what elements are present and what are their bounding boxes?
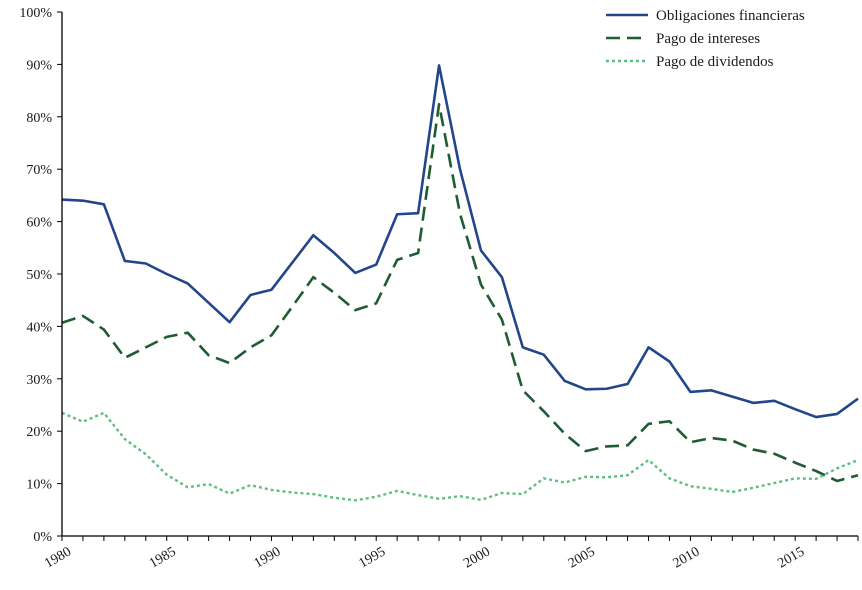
legend-label-3: Pago de dividendos xyxy=(656,54,774,70)
x-tick-label: 1980 xyxy=(42,544,74,571)
x-tick-label: 1985 xyxy=(147,544,179,571)
y-tick-label: 0% xyxy=(33,530,52,545)
series-line-2 xyxy=(61,102,859,483)
series-line-3 xyxy=(61,411,859,502)
legend-label-2: Pago de intereses xyxy=(656,31,760,47)
legend-label-1: Obligaciones financieras xyxy=(656,8,805,24)
y-tick-label: 70% xyxy=(26,163,52,178)
y-tick-label: 50% xyxy=(26,268,52,283)
x-tick-label: 1995 xyxy=(356,544,388,571)
y-axis-ticks: 0% 10% 20% 30% 40% 50% 60% 70% 80% 90% 100% xyxy=(19,6,62,545)
x-tick-label: 2015 xyxy=(775,544,807,571)
series-layer xyxy=(61,64,859,502)
y-tick-label: 40% xyxy=(26,320,52,335)
y-tick-label: 10% xyxy=(26,478,52,493)
x-tick-label: 1990 xyxy=(252,544,284,571)
x-tick-label: 2010 xyxy=(671,544,703,571)
y-tick-label: 60% xyxy=(26,216,52,231)
x-axis-ticks: 1980 1985 1990 1995 2000 2005 2010 2015 xyxy=(42,536,859,571)
legend: Obligaciones financieras Pago de interese… xyxy=(606,8,805,70)
x-tick-label: 2005 xyxy=(566,544,598,571)
y-tick-label: 30% xyxy=(26,373,52,388)
y-tick-label: 100% xyxy=(19,6,52,21)
y-tick-label: 90% xyxy=(26,58,52,73)
series-line-1 xyxy=(61,64,859,419)
y-tick-label: 20% xyxy=(26,425,52,440)
x-tick-label: 2000 xyxy=(461,544,493,571)
y-tick-label: 80% xyxy=(26,111,52,126)
